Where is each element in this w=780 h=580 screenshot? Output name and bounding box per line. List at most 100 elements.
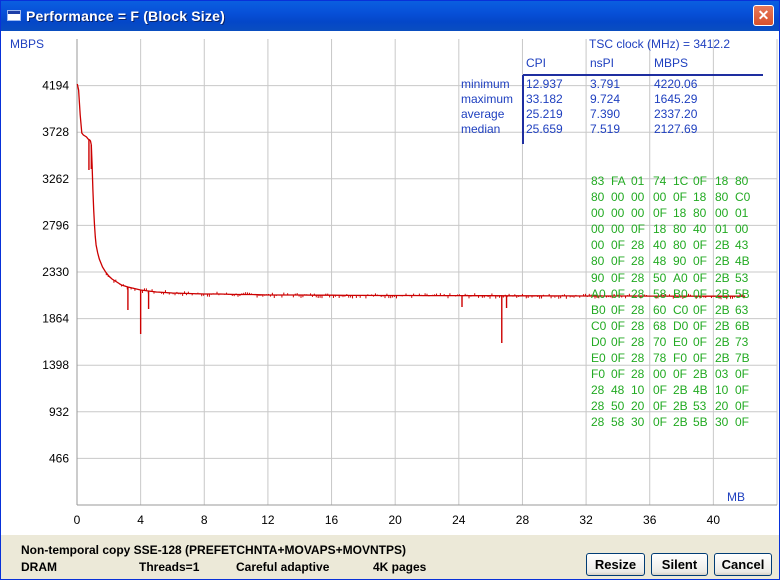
hex-byte: 0F	[653, 206, 668, 221]
hex-byte: 18	[673, 206, 687, 221]
stats-nspi-value: 9.724	[590, 92, 621, 106]
hex-byte: 74	[653, 174, 667, 188]
hex-byte: 28	[631, 334, 645, 349]
hex-byte: 78	[653, 351, 667, 366]
hex-row: 80 0F 28 48 90 0F 2B 4B	[591, 254, 755, 270]
hex-byte: E0	[591, 351, 606, 366]
hex-byte: 0F	[653, 383, 668, 398]
hex-byte: 58	[653, 286, 667, 301]
hex-byte: 80	[673, 238, 687, 253]
y-tick-label: 1398	[42, 358, 69, 372]
hex-byte: 68	[653, 318, 667, 333]
hex-row: C0 0F 28 68 D0 0F 2B 6B	[591, 319, 755, 335]
x-tick-label: 32	[579, 513, 593, 527]
hex-byte: 0F	[735, 367, 750, 382]
hex-byte: 4B	[693, 383, 708, 398]
hex-byte: 0F	[611, 318, 626, 333]
hex-byte: 50	[653, 270, 667, 285]
cancel-button[interactable]: Cancel	[714, 553, 772, 576]
hex-byte: F0	[591, 367, 606, 382]
grid-lines	[76, 39, 778, 506]
y-tick-label: 466	[49, 451, 69, 465]
hex-byte: C0	[673, 302, 689, 317]
x-tick-label: 0	[74, 513, 81, 527]
hex-byte: 28	[591, 383, 605, 398]
hex-row: 00 00 0F 18 80 40 01 00	[591, 222, 755, 238]
hex-byte: C0	[735, 190, 751, 205]
hex-byte: 2B	[715, 351, 730, 366]
y-tick-label: 1864	[42, 312, 69, 326]
hex-byte: 6B	[735, 318, 750, 333]
hex-byte: 2B	[715, 286, 730, 301]
x-tick-label: 12	[261, 513, 275, 527]
hex-byte: F0	[673, 351, 688, 366]
hex-row: 28 58 30 0F 2B 5B 30 0F	[591, 415, 755, 431]
hex-byte: 2B	[715, 302, 730, 317]
hex-byte: 2B	[673, 415, 688, 430]
stats-mbps-value: 4220.06	[654, 77, 698, 91]
hex-byte: 60	[653, 302, 667, 317]
benchmark-description: Non-temporal copy SSE-128 (PREFETCHNTA+M…	[21, 543, 406, 557]
hex-byte: 00	[611, 222, 625, 237]
hex-byte: 0F	[673, 190, 688, 205]
hex-byte: 5B	[693, 415, 708, 430]
stats-mbps-value: 1645.29	[654, 92, 698, 106]
hex-byte: B0	[591, 302, 606, 317]
x-tick-label: 36	[643, 513, 657, 527]
tsc-clock-readout: TSC clock (MHz) = 3412.2	[589, 37, 730, 51]
hex-byte: 80	[591, 190, 605, 205]
stats-cpi-value: 25.219	[526, 107, 563, 121]
hex-byte: 0F	[611, 254, 626, 269]
y-tick-label: 4194	[42, 79, 69, 93]
hex-row: 00 00 00 0F 18 80 00 01	[591, 206, 755, 222]
hex-byte: A0	[673, 270, 688, 285]
hex-byte: 0F	[693, 318, 708, 333]
hex-byte: 0F	[653, 399, 668, 414]
hex-byte: 01	[715, 222, 729, 237]
hex-row: 28 48 10 0F 2B 4B 10 0F	[591, 383, 755, 399]
hex-byte: 28	[591, 399, 605, 414]
hex-byte: 48	[611, 383, 625, 398]
hex-byte: 00	[653, 190, 667, 205]
hex-byte: 0F	[631, 222, 646, 237]
hex-byte: 53	[735, 270, 749, 285]
title-bar[interactable]: Performance = F (Block Size) ✕	[1, 1, 779, 31]
hex-byte: 00	[631, 206, 645, 221]
hex-byte: 0F	[611, 270, 626, 285]
hex-byte: 5B	[735, 286, 750, 301]
hex-byte: D0	[673, 318, 689, 333]
hex-byte: 18	[715, 174, 729, 188]
hex-row: 28 50 20 0F 2B 53 20 0F	[591, 399, 755, 415]
hex-byte: 0F	[693, 286, 708, 301]
hex-byte: 03	[715, 367, 729, 382]
hex-byte: 83	[591, 174, 605, 188]
silent-button[interactable]: Silent	[651, 553, 708, 576]
hex-byte: 2B	[715, 334, 730, 349]
hex-byte: 2B	[715, 270, 730, 285]
stats-row-label: minimum	[461, 77, 510, 91]
resize-button[interactable]: Resize	[586, 553, 645, 576]
y-tick-label: 3262	[42, 172, 69, 186]
memory-type: DRAM	[21, 560, 57, 574]
hex-byte: 28	[631, 318, 645, 333]
hex-byte: 00	[611, 206, 625, 221]
hex-row: 83 FA 01 74 1C 0F 18 80	[591, 174, 755, 190]
stats-row-label: average	[461, 107, 505, 121]
hex-byte: D0	[591, 334, 607, 349]
hex-byte: 00	[611, 190, 625, 205]
status-area: Non-temporal copy SSE-128 (PREFETCHNTA+M…	[1, 535, 779, 579]
hex-byte: 80	[693, 206, 707, 221]
hex-byte: 0F	[673, 367, 688, 382]
tsc-clock-value: 3412.2	[693, 37, 731, 51]
hex-byte: 00	[735, 222, 749, 237]
hex-byte: 10	[631, 383, 645, 398]
hex-byte: 90	[673, 254, 687, 269]
close-button[interactable]: ✕	[753, 5, 774, 26]
stats-nspi-value: 7.519	[590, 122, 621, 136]
hex-byte: 28	[631, 254, 645, 269]
x-tick-label: 28	[516, 513, 530, 527]
hex-byte: A0	[591, 286, 606, 301]
hex-byte: 80	[715, 190, 729, 205]
hex-byte: 80	[673, 222, 687, 237]
stats-nspi-value: 3.791	[590, 77, 621, 91]
